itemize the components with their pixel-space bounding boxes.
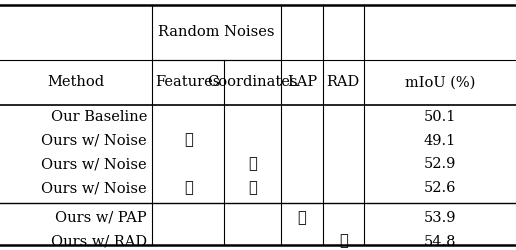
Text: Features: Features	[156, 76, 221, 90]
Text: 53.9: 53.9	[424, 211, 456, 225]
Text: RAD: RAD	[327, 76, 360, 90]
Text: ✓: ✓	[298, 211, 306, 225]
Text: Coordinates: Coordinates	[207, 76, 298, 90]
Text: Ours w/ PAP: Ours w/ PAP	[55, 211, 147, 225]
Text: ✓: ✓	[184, 181, 192, 195]
Text: 54.8: 54.8	[424, 234, 456, 248]
Text: mIoU (%): mIoU (%)	[405, 76, 475, 90]
Text: 50.1: 50.1	[424, 110, 456, 124]
Text: Ours w/ Noise: Ours w/ Noise	[41, 181, 147, 195]
Text: 52.9: 52.9	[424, 158, 456, 171]
Text: LAP: LAP	[287, 76, 317, 90]
Text: 52.6: 52.6	[424, 181, 456, 195]
Text: Random Noises: Random Noises	[158, 26, 275, 40]
Text: ✓: ✓	[339, 234, 347, 248]
Text: ✓: ✓	[249, 158, 257, 171]
Text: 49.1: 49.1	[424, 134, 456, 147]
Text: Ours w/ RAD: Ours w/ RAD	[51, 234, 147, 248]
Text: Ours w/ Noise: Ours w/ Noise	[41, 158, 147, 171]
Text: ✓: ✓	[184, 134, 192, 147]
Text: Our Baseline: Our Baseline	[51, 110, 147, 124]
Text: Ours w/ Noise: Ours w/ Noise	[41, 134, 147, 147]
Text: ✓: ✓	[249, 181, 257, 195]
Text: Method: Method	[47, 76, 105, 90]
